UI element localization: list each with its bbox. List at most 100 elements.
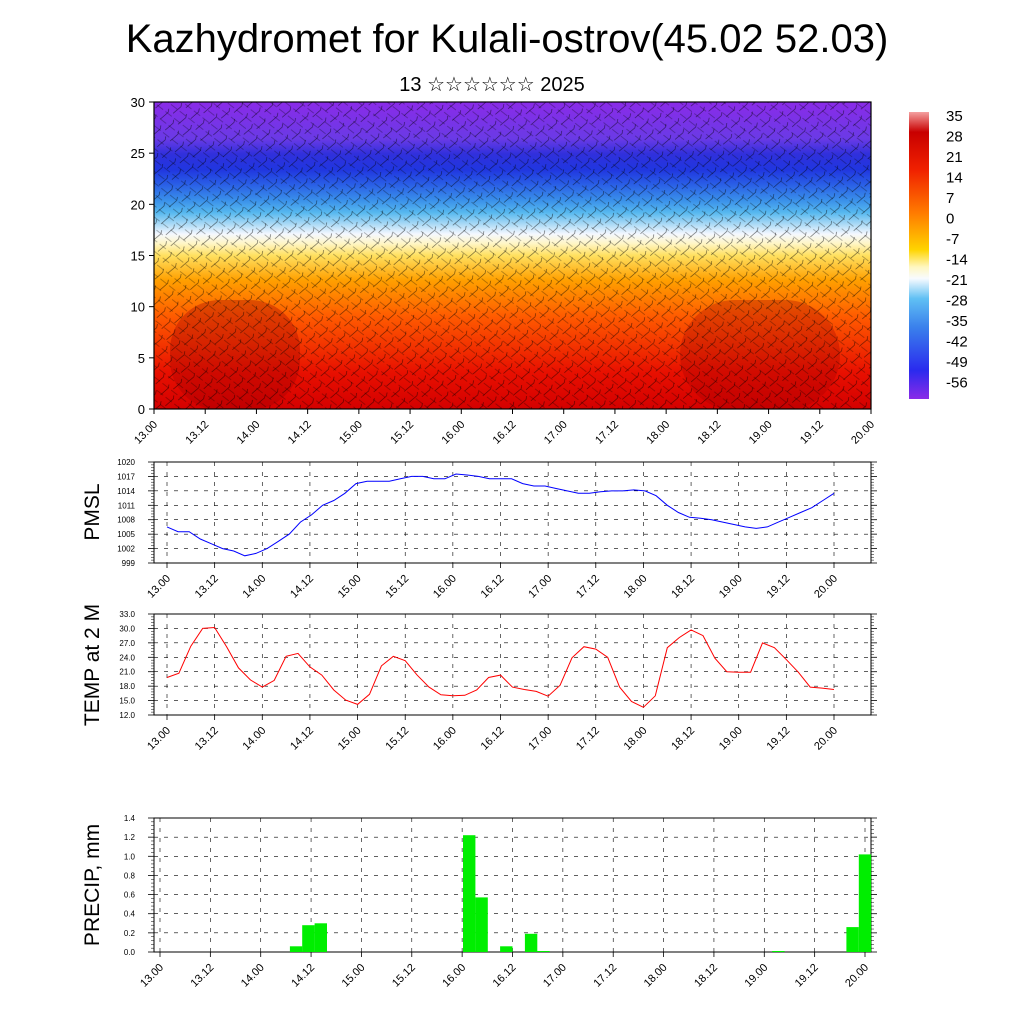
x-tick-label: 16.12 [479, 725, 507, 753]
x-tick-label: 13.00 [145, 725, 173, 753]
x-tick-label: 18.00 [642, 962, 670, 990]
y-tick-label: 1.2 [124, 833, 136, 842]
x-tick-label: 15.00 [336, 725, 364, 753]
x-tick-label: 14.00 [240, 725, 268, 753]
x-tick-label: 18.12 [669, 725, 697, 753]
page-subtitle: 13 ☆☆☆☆☆☆ 2025 [399, 74, 584, 96]
y-tick-label: 24.0 [119, 653, 135, 662]
y-tick-label: 18.0 [119, 682, 135, 691]
temperature-grid [154, 614, 871, 715]
precip-bar [772, 951, 785, 952]
x-tick-label: 14.12 [289, 962, 317, 990]
colorbar-label: -7 [946, 231, 959, 248]
temperature-y-axis: 12.0 15.0 18.0 21.0 24.0 27.0 30.0 33.0 [119, 610, 877, 720]
y-tick-label: 0 [138, 402, 145, 417]
y-tick-label: 12.0 [119, 711, 135, 720]
x-tick-label: 16.12 [479, 573, 507, 601]
precip-bar [500, 946, 513, 952]
y-tick-label: 20 [131, 197, 145, 212]
x-tick-label: 16.00 [439, 419, 467, 447]
temperature-plot [166, 626, 835, 708]
y-tick-label: 1008 [117, 516, 135, 525]
x-tick-label: 18.12 [669, 573, 697, 601]
colorbar-label: 14 [946, 170, 963, 187]
x-tick-label: 18.12 [696, 419, 724, 447]
precip-grid [154, 818, 871, 952]
y-tick-label: 10 [131, 300, 145, 315]
x-tick-label: 20.00 [812, 725, 840, 753]
colorbar-labels: 35 28 21 14 7 0 -7 -14 -21 -28 -35 -42 -49 -56 [946, 108, 968, 392]
cross-section-y-axis: 0 5 10 15 20 25 30 [131, 95, 154, 417]
x-tick-label: 15.00 [336, 573, 364, 601]
y-tick-label: 25 [131, 146, 145, 161]
cross-section-panel: 0 5 10 15 20 25 30 13.00 13.12 14.00 14.12 15.00 15… [131, 95, 968, 447]
x-tick-label: 17.12 [574, 573, 602, 601]
y-tick-label: 27.0 [119, 639, 135, 648]
x-tick-label: 18.00 [622, 725, 650, 753]
x-tick-label: 13.00 [145, 573, 173, 601]
y-tick-label: 0.6 [124, 891, 136, 900]
cross-section-x-axis: 13.00 13.12 14.00 14.12 15.00 15.12 16.00 16.12… [132, 409, 877, 447]
y-tick-label: 21.0 [119, 668, 135, 677]
x-tick-label: 13.00 [138, 962, 166, 990]
precip-bar [302, 925, 315, 952]
x-tick-label: 15.12 [383, 573, 411, 601]
x-tick-label: 14.00 [239, 962, 267, 990]
x-tick-label: 17.00 [526, 725, 554, 753]
colorbar-label: -21 [946, 272, 968, 289]
y-tick-label: 30 [131, 95, 145, 110]
x-tick-label: 14.12 [288, 573, 316, 601]
precip-x-axis: 13.00 13.12 14.00 14.12 15.00 15.12 16.00 16.12… [138, 952, 871, 990]
x-tick-label: 13.12 [193, 725, 221, 753]
x-tick-label: 15.00 [337, 419, 365, 447]
series-line [166, 473, 835, 557]
series-line [166, 626, 835, 708]
pmsl-plot [166, 473, 835, 557]
x-tick-label: 16.00 [431, 573, 459, 601]
x-tick-label: 19.12 [765, 573, 793, 601]
y-tick-label: 15.0 [119, 697, 135, 706]
x-tick-label: 20.00 [843, 962, 871, 990]
x-tick-label: 17.12 [593, 419, 621, 447]
colorbar-label: -42 [946, 334, 968, 351]
temperature-x-axis: 13.00 13.12 14.00 14.12 15.00 15.12 16.00 16.12… [145, 715, 840, 753]
precip-bar [858, 854, 872, 952]
page-title: Kazhydromet for Kulali-ostrov(45.02 52.0… [126, 17, 889, 61]
x-tick-label: 20.00 [812, 573, 840, 601]
precip-bar [475, 897, 488, 952]
x-tick-label: 16.12 [491, 419, 519, 447]
x-tick-label: 14.00 [240, 573, 268, 601]
colorbar-label: -35 [946, 313, 968, 330]
pmsl-ylabel: PMSL [81, 483, 104, 540]
y-tick-label: 15 [131, 249, 145, 264]
y-tick-label: 5 [138, 351, 145, 366]
pmsl-y-axis: 999 1002 1005 1008 1011 1014 1017 1020 [117, 458, 877, 568]
precip-y-axis: 0.0 0.2 0.4 0.6 0.8 1.0 1.2 1.4 [124, 814, 877, 957]
x-tick-label: 19.00 [747, 419, 775, 447]
x-tick-label: 18.00 [644, 419, 672, 447]
colorbar-label: -14 [946, 252, 968, 269]
x-tick-label: 18.12 [692, 962, 720, 990]
y-tick-label: 999 [122, 559, 136, 568]
precip-bar [314, 923, 327, 952]
temperature-panel: 12.015.018.021.024.027.030.033.0 13.00 13… [81, 604, 877, 753]
colorbar-label: -56 [946, 375, 968, 392]
x-tick-label: 20.00 [849, 419, 877, 447]
pmsl-x-axis: 13.00 13.12 14.00 14.12 15.00 15.12 16.00 16.12… [145, 563, 840, 601]
x-tick-label: 15.12 [390, 962, 418, 990]
x-tick-label: 14.12 [288, 725, 316, 753]
x-tick-label: 16.12 [491, 962, 519, 990]
x-tick-label: 13.12 [183, 419, 211, 447]
x-tick-label: 17.00 [542, 419, 570, 447]
colorbar-label: 35 [946, 108, 963, 125]
x-tick-label: 19.00 [742, 962, 770, 990]
precip-ylabel: PRECIP, mm [81, 824, 104, 946]
y-tick-label: 1.4 [124, 814, 136, 823]
x-tick-label: 16.00 [440, 962, 468, 990]
x-tick-label: 15.12 [383, 725, 411, 753]
x-tick-label: 14.00 [235, 419, 263, 447]
colorbar-label: 7 [946, 190, 954, 207]
x-tick-label: 17.12 [574, 725, 602, 753]
